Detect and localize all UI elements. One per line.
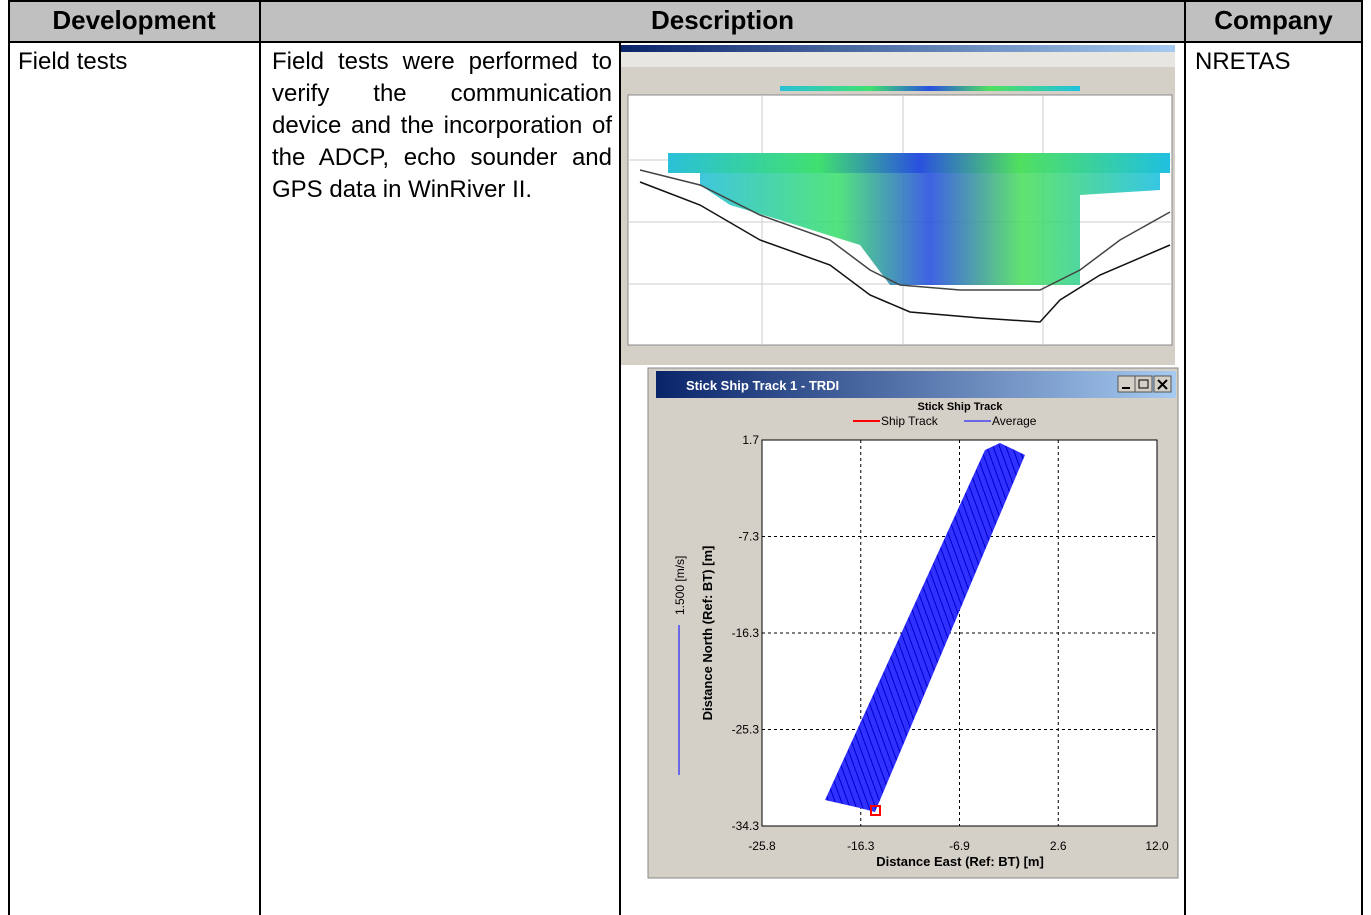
window-title: Stick Ship Track 1 - TRDI: [686, 378, 839, 393]
x-axis-label: Distance East (Ref: BT) [m]: [876, 854, 1044, 869]
x-tick-label: -25.8: [748, 839, 776, 853]
window-buttons[interactable]: [1118, 376, 1171, 392]
y-axis-label: Distance North (Ref: BT) [m]: [700, 546, 715, 721]
legend-label: Average: [992, 414, 1037, 428]
y-tick-label: -25.3: [732, 723, 760, 737]
page: Development Description Company Field te…: [0, 0, 1371, 915]
toolbar: [621, 52, 1175, 67]
x-tick-label: -16.3: [847, 839, 875, 853]
y-tick-label: 1.7: [742, 433, 759, 447]
x-tick-label: -6.9: [949, 839, 970, 853]
plot-title: Stick Ship Track: [918, 401, 1004, 413]
x-tick-label: 12.0: [1145, 839, 1169, 853]
y-tick-label: -7.3: [738, 530, 759, 544]
x-tick-label: 2.6: [1050, 839, 1067, 853]
color-scale: [780, 86, 1080, 91]
y-tick-label: -16.3: [732, 626, 760, 640]
y-tick-label: -34.3: [732, 819, 760, 833]
title-bar: [621, 45, 1175, 52]
scale-label: 1.500 [m/s]: [673, 556, 687, 615]
figure: Stick Ship Track 1 - TRDI Stick Ship Tra…: [0, 0, 1371, 915]
legend-label: Ship Track: [881, 414, 939, 428]
velocity-band: [668, 153, 1170, 173]
